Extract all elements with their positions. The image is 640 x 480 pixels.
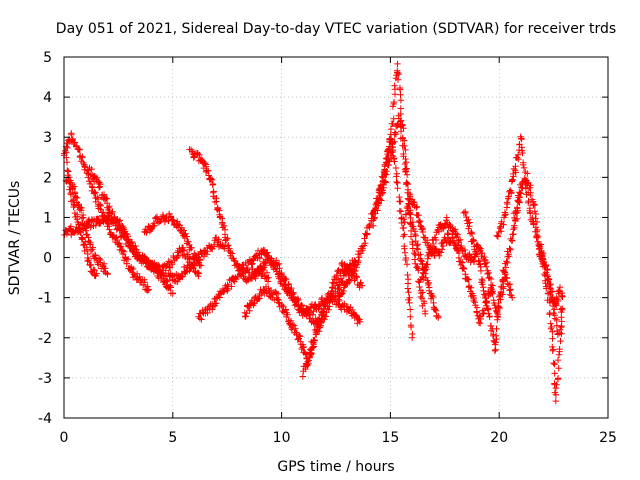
x-tick-label: 15 (381, 430, 399, 446)
x-tick-label: 25 (599, 430, 617, 446)
series-markers (148, 244, 203, 280)
series-markers (535, 242, 566, 333)
y-tick-label: 0 (43, 251, 52, 267)
data-marks (60, 60, 566, 405)
x-tick-label: 20 (490, 430, 508, 446)
axes: 0 5 10 15 20 25 -4 -3 -2 -1 0 1 2 3 4 5 (38, 50, 617, 446)
series-track-18 (460, 208, 516, 355)
x-tick-label: 10 (273, 430, 291, 446)
y-tick-label: -4 (38, 411, 52, 427)
y-tick-label: -3 (38, 371, 52, 387)
y-tick-label: -2 (38, 331, 52, 347)
x-tick-label: 0 (60, 430, 69, 446)
x-axis-label: GPS time / hours (277, 459, 394, 475)
series-track-12 (299, 259, 366, 380)
series-track-16 (400, 191, 496, 327)
y-tick-label: 2 (43, 170, 52, 186)
series-markers (247, 252, 324, 331)
series-track-21 (535, 242, 566, 333)
plot-frame (63, 56, 609, 419)
y-axis-label: SDTVAR / TECUs (7, 181, 23, 296)
series-markers (299, 259, 366, 380)
y-tick-label: -1 (38, 291, 52, 307)
y-tick-label: 1 (43, 210, 52, 226)
y-tick-label: 3 (43, 130, 52, 146)
y-tick-label: 4 (43, 90, 52, 106)
series-markers (460, 208, 516, 355)
y-tick-label: 5 (43, 50, 52, 66)
series-track-11 (247, 252, 324, 331)
chart-title: Day 051 of 2021, Sidereal Day-to-day VTE… (56, 21, 616, 37)
series-track-7 (148, 244, 203, 280)
series-markers (400, 191, 496, 327)
x-tick-label: 5 (168, 430, 177, 446)
